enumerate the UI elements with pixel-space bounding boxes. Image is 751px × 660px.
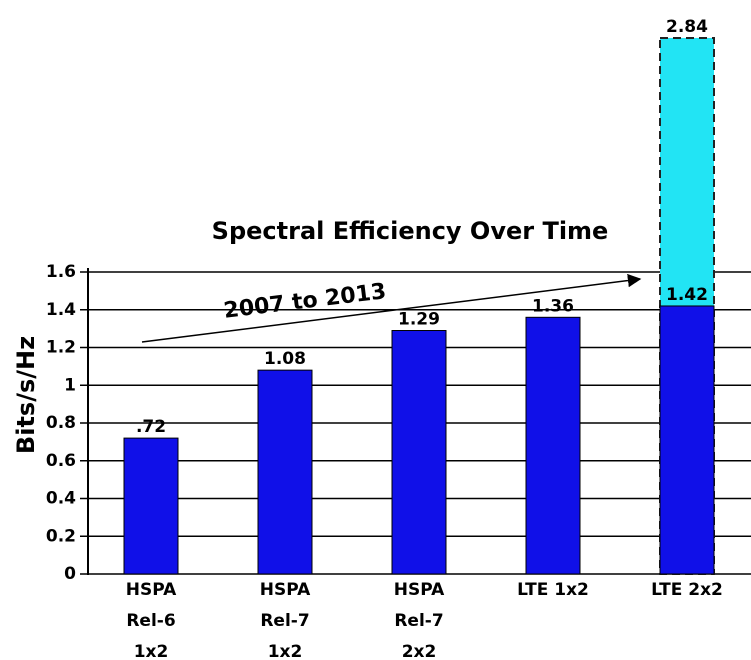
value-label: 1.42: [666, 285, 708, 305]
y-tick-label: 1.2: [46, 338, 76, 358]
x-tick-label: HSPA: [394, 580, 445, 600]
bar: [123, 437, 179, 575]
y-tick-label: 0.8: [46, 413, 76, 433]
bar: [391, 330, 447, 575]
y-tick-label: 0.2: [46, 526, 76, 546]
y-tick-label: 1.4: [46, 300, 76, 320]
value-label: 1.08: [264, 349, 306, 369]
bar: [659, 305, 715, 575]
value-label: 1.29: [398, 310, 440, 330]
value-label: .72: [136, 417, 166, 437]
bars: [123, 36, 715, 575]
y-tick-label: 0.4: [46, 489, 76, 509]
bar: [257, 369, 313, 575]
y-tick-label: 1: [64, 375, 76, 395]
y-tick-label: 0.6: [46, 451, 76, 471]
x-tick-label: HSPA: [260, 580, 311, 600]
value-label: 1.36: [532, 296, 574, 316]
annotation: 2007 to 2013: [222, 279, 387, 324]
x-tick-label: HSPA: [126, 580, 177, 600]
x-tick-label: Rel-7: [394, 611, 443, 631]
x-tick-label: 1x2: [134, 642, 169, 660]
bar: [525, 316, 581, 575]
x-tick-label: LTE 2x2: [651, 580, 723, 600]
value-label: 2.84: [666, 17, 708, 37]
x-tick-label: Rel-6: [126, 611, 175, 631]
y-tick-label: 1.6: [46, 262, 76, 282]
y-axis-label: Bits/s/Hz: [12, 336, 40, 454]
trend-arrow: [141, 273, 642, 343]
x-tick-label: LTE 1x2: [517, 580, 589, 600]
y-tick-label: 0: [64, 564, 76, 584]
chart-title: Spectral Efficiency Over Time: [212, 217, 609, 245]
x-tick-label: 1x2: [268, 642, 303, 660]
x-tick-label: Rel-7: [260, 611, 309, 631]
x-tick-label: 2x2: [402, 642, 437, 660]
